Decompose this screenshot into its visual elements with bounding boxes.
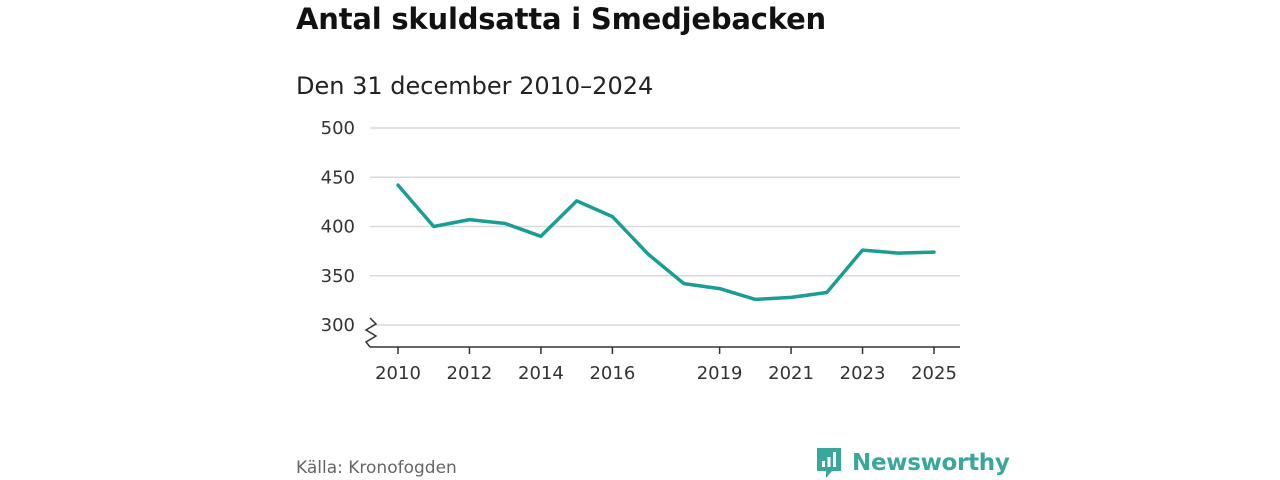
y-tick-label: 300 bbox=[321, 315, 355, 336]
brand-logo: Newsworthy bbox=[815, 446, 1010, 480]
brand-name: Newsworthy bbox=[852, 450, 1010, 476]
gridlines bbox=[370, 127, 960, 326]
chart-title: Antal skuldsatta i Smedjebacken bbox=[296, 2, 826, 36]
y-tick-label: 400 bbox=[321, 217, 355, 238]
x-tick-label: 2023 bbox=[840, 363, 886, 384]
x-tick-label: 2016 bbox=[589, 363, 635, 384]
x-tick-label: 2025 bbox=[911, 363, 957, 384]
y-axis-ticks: 300 350 400 450 500 bbox=[321, 118, 355, 336]
x-tick-label: 2021 bbox=[768, 363, 814, 384]
chart-subtitle: Den 31 december 2010–2024 bbox=[296, 72, 654, 100]
bar-chart-icon bbox=[817, 448, 841, 478]
x-tick-label: 2010 bbox=[375, 363, 421, 384]
axis-break-icon bbox=[364, 317, 378, 348]
y-tick-label: 350 bbox=[321, 266, 355, 287]
source-note: Källa: Kronofogden bbox=[296, 458, 457, 478]
x-tick-label: 2012 bbox=[447, 363, 493, 384]
series-line bbox=[396, 183, 936, 302]
x-tick-label: 2019 bbox=[697, 363, 743, 384]
x-tick-label: 2014 bbox=[518, 363, 564, 384]
line-chart: 300 350 400 450 500 2010 2012 2014 2016 2019 2021… bbox=[321, 118, 960, 384]
y-tick-label: 450 bbox=[321, 167, 355, 188]
y-tick-label: 500 bbox=[321, 118, 355, 139]
x-axis-ticks: 2010 2012 2014 2016 2019 2021 2023 2025 bbox=[375, 347, 957, 384]
